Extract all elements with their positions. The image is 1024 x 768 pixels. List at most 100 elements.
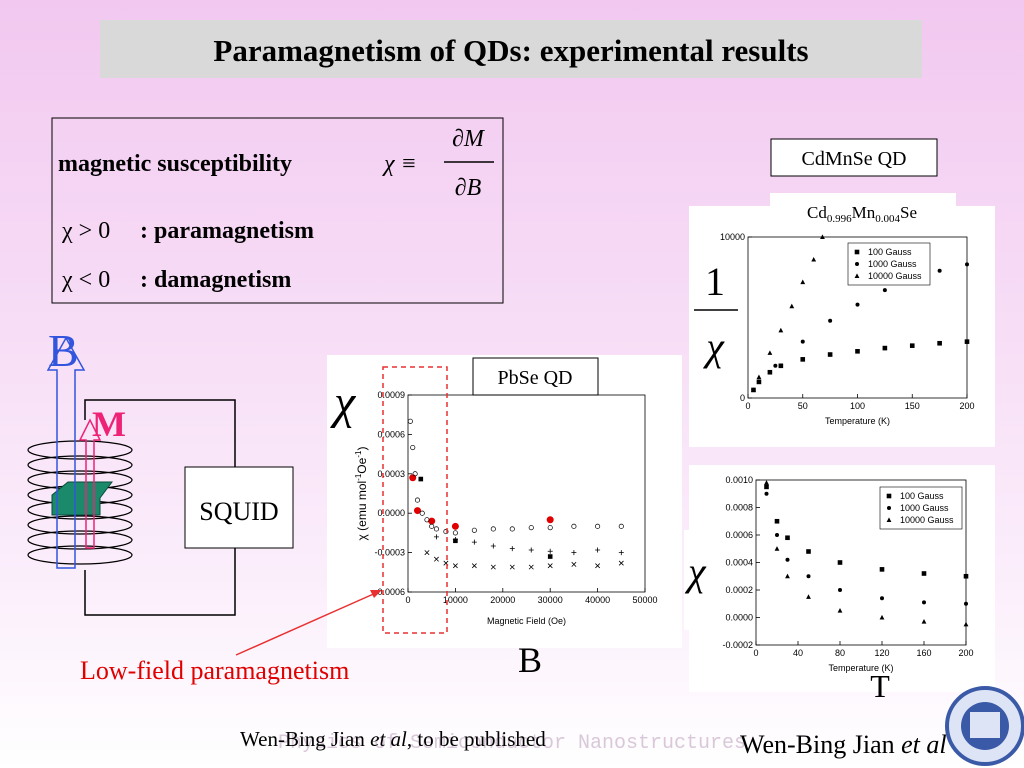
y-tick-label: -0.0002: [722, 640, 753, 650]
point: [964, 601, 968, 606]
point: [800, 339, 805, 344]
point: [774, 518, 780, 524]
x-tick-label: 0: [745, 401, 750, 411]
point: [882, 288, 887, 293]
sample-sub: 0.996: [827, 213, 852, 225]
point: [428, 517, 436, 525]
point: [509, 564, 515, 570]
point: [827, 352, 833, 357]
denominator: ∂B: [455, 175, 482, 201]
point: [490, 526, 496, 532]
y-tick-label: 0.0004: [725, 558, 753, 568]
x-tick-label: 200: [958, 648, 973, 658]
y-tick-label: 0.0000: [725, 613, 753, 623]
point: [429, 523, 435, 529]
legend-marker: [855, 262, 859, 266]
y-tick-label: -0.0006: [374, 587, 405, 597]
point: [764, 491, 769, 496]
point: [882, 345, 888, 351]
point: [879, 567, 885, 572]
point: [618, 523, 624, 529]
point: [778, 363, 784, 369]
point: [571, 561, 577, 567]
point: [774, 546, 780, 551]
point: [855, 302, 860, 307]
chart: 0 50 100 150 200 0 10000 Temperature (K) 100 Gau…: [720, 232, 975, 426]
x-tick-label: 40: [793, 648, 803, 658]
panel: [689, 206, 995, 447]
point: [452, 530, 458, 536]
title: Paramagnetism of QDs: experimental resul…: [213, 33, 808, 68]
y-tick-label: -0.0003: [374, 548, 405, 558]
y-tick-label: 0.0006: [377, 429, 405, 439]
point: [921, 571, 927, 576]
b-label: B: [48, 325, 79, 376]
x-tick-label: 40000: [585, 595, 610, 605]
x-tick-label: 200: [959, 401, 974, 411]
point: [528, 564, 534, 570]
point: [490, 564, 496, 570]
m-label: M: [92, 404, 126, 444]
point: [509, 526, 515, 532]
point: [909, 343, 915, 348]
chi-t: χ: [684, 549, 707, 594]
point: [785, 573, 790, 579]
point: [879, 614, 885, 620]
y-tick-label: 10000: [720, 232, 745, 242]
cite-part: , to be published: [407, 727, 546, 751]
legend-marker: [886, 517, 892, 522]
chi-t-box: [684, 530, 722, 630]
y-axis-label: χ (emu mol-1Oe-1): [354, 447, 369, 541]
x-tick-label: 100: [850, 401, 865, 411]
point: [471, 539, 477, 545]
pbse-box: [472, 357, 599, 396]
x-tick-label: 80: [835, 648, 845, 658]
legend-marker: [887, 506, 891, 510]
y-label-part: -1: [354, 450, 363, 458]
pointer-head: [370, 590, 382, 598]
point: [778, 327, 784, 333]
sample-sub: 0.004: [875, 213, 900, 225]
sample-label: Cd0.996Mn0.004Se: [807, 203, 917, 225]
point: [751, 387, 756, 392]
logo: [945, 686, 1024, 766]
point: [838, 588, 842, 592]
point: [764, 480, 769, 485]
point: [471, 563, 477, 569]
para-text: : paramagnetism: [140, 218, 314, 244]
point: [547, 554, 553, 559]
point: [937, 340, 942, 346]
cite-part: Wen-Bing Jian: [740, 730, 901, 759]
legend-label: 10000 Gauss: [868, 271, 922, 281]
legend-label: 100 Gauss: [900, 491, 944, 501]
point: [419, 510, 425, 516]
point: [964, 339, 970, 344]
point: [424, 517, 430, 523]
point: [806, 594, 811, 599]
cite-part: et al: [370, 727, 407, 751]
point: [764, 484, 769, 490]
point: [811, 256, 817, 262]
chi-pbse: χ: [330, 376, 357, 429]
y-tick-label: 0.0006: [725, 530, 753, 540]
x-tick-label: 50000: [632, 595, 657, 605]
y-tick-label: 0.0000: [377, 508, 405, 518]
point: [509, 546, 515, 552]
point: [775, 533, 779, 537]
cite-part: Wen-Bing Jian: [240, 727, 370, 751]
cdmnse-label: CdMnSe QD: [801, 148, 906, 170]
point: [785, 535, 790, 541]
point: [921, 619, 927, 624]
point: [547, 563, 553, 569]
y-label-part: χ (emu mol: [355, 481, 369, 541]
chart: 0 40 80 120 160 200 -0.0002 0.0000 0.0002 0.0004 0…: [722, 475, 973, 673]
point: [773, 363, 778, 368]
point: [618, 550, 624, 556]
x-tick-label: 0: [405, 595, 410, 605]
x-tick-label: 0: [753, 648, 758, 658]
citation-left: Wen-Bing Jian et al, to be published: [240, 727, 546, 751]
point: [418, 476, 424, 482]
inv-num: 1: [705, 259, 725, 304]
